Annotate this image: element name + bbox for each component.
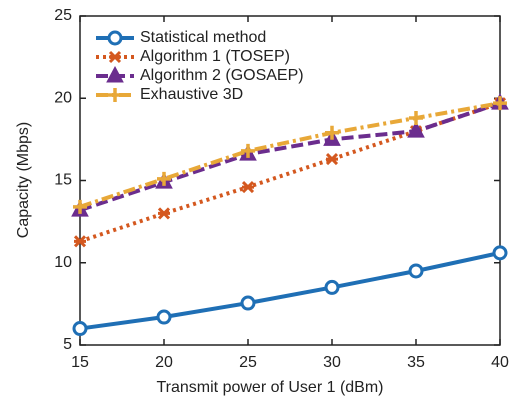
marker xyxy=(409,110,423,125)
marker xyxy=(72,321,88,337)
marker xyxy=(73,235,87,248)
marker xyxy=(408,263,424,279)
marker xyxy=(325,153,339,166)
marker xyxy=(407,121,425,138)
marker xyxy=(156,309,172,325)
marker xyxy=(157,207,171,220)
legend-marker xyxy=(108,50,122,64)
series-line xyxy=(79,101,501,213)
plot-frame xyxy=(79,15,501,346)
legend-label: Statistical method xyxy=(140,29,266,46)
marker xyxy=(324,279,340,295)
series-line xyxy=(79,101,501,209)
legend-marker xyxy=(106,65,124,83)
marker xyxy=(492,245,508,261)
legend-label: Algorithm 2 (GOSAEP) xyxy=(140,67,304,84)
x-tick-label: 15 xyxy=(71,354,89,371)
x-tick-label: 40 xyxy=(491,354,509,371)
marker xyxy=(240,295,256,311)
marker xyxy=(241,143,255,158)
marker xyxy=(241,181,255,194)
y-tick-label: 5 xyxy=(63,336,72,353)
legend-label: Exhaustive 3D xyxy=(140,86,243,103)
x-tick-label: 25 xyxy=(239,354,257,371)
y-tick-label: 20 xyxy=(54,89,72,106)
marker xyxy=(73,199,87,214)
x-axis-label: Transmit power of User 1 (dBm) xyxy=(156,379,383,396)
series-line xyxy=(79,250,501,331)
x-tick-label: 20 xyxy=(155,354,173,371)
legend-label: Algorithm 1 (TOSEP) xyxy=(140,48,290,65)
legend-marker xyxy=(108,88,122,102)
legend-marker xyxy=(107,30,123,46)
y-tick-label: 15 xyxy=(54,172,72,189)
x-tick-label: 30 xyxy=(323,354,341,371)
y-axis-label: Capacity (Mbps) xyxy=(15,122,32,238)
marker xyxy=(325,125,339,140)
marker xyxy=(493,96,507,111)
marker xyxy=(157,171,171,186)
y-tick-label: 10 xyxy=(54,254,72,271)
x-tick-label: 35 xyxy=(407,354,425,371)
y-tick-label: 25 xyxy=(54,7,72,24)
